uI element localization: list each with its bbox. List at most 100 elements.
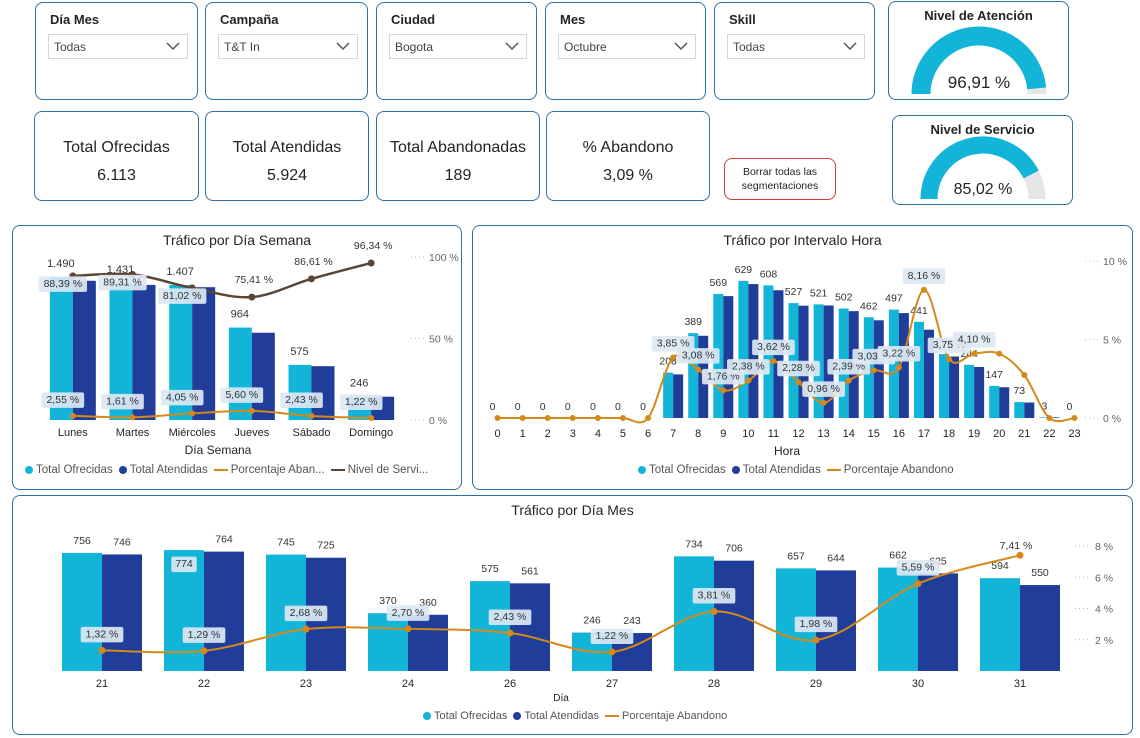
x-tick-label: 8 (695, 428, 701, 440)
x-tick-label: Lunes (58, 427, 88, 439)
bar-ofrecidas (738, 280, 749, 418)
bar-atendidas (1020, 585, 1060, 671)
data-label-bg (220, 387, 264, 403)
data-label: 1,29 % (188, 629, 221, 641)
bar-label: 73 (1013, 385, 1025, 397)
data-label-bg (101, 393, 144, 410)
legend-item[interactable]: Total Ofrecidas (638, 464, 726, 476)
bar-label: 1.407 (166, 266, 194, 278)
point-porcentaje-abandono (971, 350, 978, 357)
legend-swatch (731, 466, 740, 474)
bar-label: 502 (835, 292, 853, 304)
legend-item[interactable]: Nivel de Servi... (330, 464, 428, 476)
bar-ofrecidas (964, 364, 975, 418)
point-nivel-servicio (308, 275, 315, 283)
bar-ofrecidas (878, 567, 918, 671)
x-tick-label: 1 (520, 428, 526, 440)
legend-label: Total Atendidas (524, 710, 599, 722)
data-label-bg (877, 345, 921, 362)
data-label-bg (676, 348, 720, 364)
bar-ofrecidas (989, 385, 1000, 418)
point-porcentaje-abandono (494, 415, 501, 421)
point-porcentaje-abandono (812, 636, 820, 644)
data-label-bg (794, 616, 838, 633)
point-porcentaje-abandono (795, 379, 802, 386)
data-label: 96,34 % (354, 240, 393, 252)
legend-item[interactable]: Porcentaje Abandono (605, 710, 727, 722)
point-porcentaje-abandono (695, 366, 702, 373)
legend-label: Total Atendidas (129, 464, 208, 476)
bar-atendidas (873, 320, 884, 418)
x-tick-label: 24 (402, 678, 414, 690)
dia-mes-dropdown[interactable]: Todas (48, 34, 188, 59)
legend-label: Total Ofrecidas (434, 710, 508, 722)
bar-label: 0 (590, 401, 596, 413)
data-label: 86,61 % (294, 256, 333, 268)
bar-label: 3 (1041, 400, 1047, 412)
legend-item[interactable]: Total Ofrecidas (25, 464, 113, 476)
chart-trafico-dia-semana: Tráfico por Día Semana 0 % 50 % 100 % 1.490… (12, 225, 462, 490)
gauge-value: 85,02 % (954, 181, 1013, 198)
bar-ofrecidas (1039, 417, 1050, 418)
campana-dropdown[interactable]: T&T In (218, 34, 358, 59)
bar-atendidas (72, 280, 96, 420)
data-label-bg (160, 389, 204, 406)
legend-label: Total Ofrecidas (36, 464, 113, 476)
data-label-bg (284, 605, 328, 622)
clear-all-slicers-button[interactable]: Borrar todas las segmentaciones (724, 158, 836, 200)
bar-label: 389 (684, 316, 702, 328)
slicer-campana: Campaña T&T In (205, 2, 368, 100)
mes-dropdown[interactable]: Octubre (558, 34, 696, 59)
x-tick-label: 4 (595, 428, 601, 440)
legend-item[interactable]: Porcentaje Aban... (213, 464, 325, 476)
chart-plot: 0 %5 %10 %000102030405062087389856996291… (490, 256, 1127, 458)
data-label: 3,62 % (757, 341, 790, 353)
point-porcentaje-abandono (98, 646, 106, 654)
x-tick-label: 21 (96, 678, 108, 690)
x-tick-label: 22 (198, 678, 210, 690)
data-label: 1,61 % (106, 395, 139, 407)
data-label-bg (802, 381, 845, 397)
gauge-nivel-servicio: Nivel de Servicio 85,02 % (892, 115, 1073, 205)
legend-item[interactable]: Total Ofrecidas (423, 710, 507, 722)
x-tick-label: 18 (943, 428, 955, 440)
data-label: 3,08 % (682, 350, 715, 362)
kpi-total-ofrecidas: Total Ofrecidas 6.113 (34, 111, 199, 201)
point-porcentaje-abandono (129, 414, 136, 421)
point-porcentaje-abandono (302, 625, 310, 633)
point-porcentaje-abandono (200, 647, 208, 655)
bar-atendidas (918, 573, 958, 671)
gauge-chart: 96,91 % (911, 26, 1047, 95)
data-label-bg (692, 587, 736, 604)
point-nivel-servicio (367, 259, 375, 267)
legend-item[interactable]: Total Atendidas (731, 464, 821, 476)
skill-dropdown[interactable]: Todas (727, 34, 865, 59)
data-label: 8,16 % (908, 270, 941, 282)
data-label-bg (902, 268, 946, 284)
data-label: 1,32 % (86, 628, 119, 640)
clear-button-line1: Borrar todas las (742, 166, 818, 178)
y2-tick-label: 0 % (1103, 413, 1121, 425)
bar-label: 0 (515, 401, 521, 413)
bar-atendidas (999, 387, 1010, 418)
x-tick-label: 31 (1014, 678, 1026, 690)
legend-swatch (25, 466, 33, 474)
data-label: 774 (175, 558, 193, 570)
chart-trafico-dia-mes: Tráfico por Día Mes 2 % 4 % 6 % 8 % 756 746 21… (12, 495, 1133, 735)
legend-item[interactable]: Total Atendidas (513, 710, 599, 722)
data-label: 5,60 % (225, 389, 258, 401)
legend-item[interactable]: Porcentaje Abandono (826, 464, 954, 476)
slicer-skill: Skill Todas (714, 2, 875, 100)
legend-swatch (423, 712, 431, 720)
kpi-title: Total Abandonadas (389, 139, 527, 156)
gauge-chart: 85,02 % (920, 136, 1046, 200)
legend-item[interactable]: Total Atendidas (118, 464, 208, 476)
chevron-down-icon (166, 42, 180, 51)
point-porcentaje-abandono (619, 415, 626, 421)
bar-label: 0 (490, 401, 496, 413)
point-porcentaje-abandono (670, 354, 677, 361)
x-tick-label: 11 (768, 428, 779, 440)
x-tick-label: 29 (810, 678, 822, 690)
ciudad-dropdown[interactable]: Bogota (389, 34, 527, 59)
bar-label: 657 (787, 550, 805, 562)
